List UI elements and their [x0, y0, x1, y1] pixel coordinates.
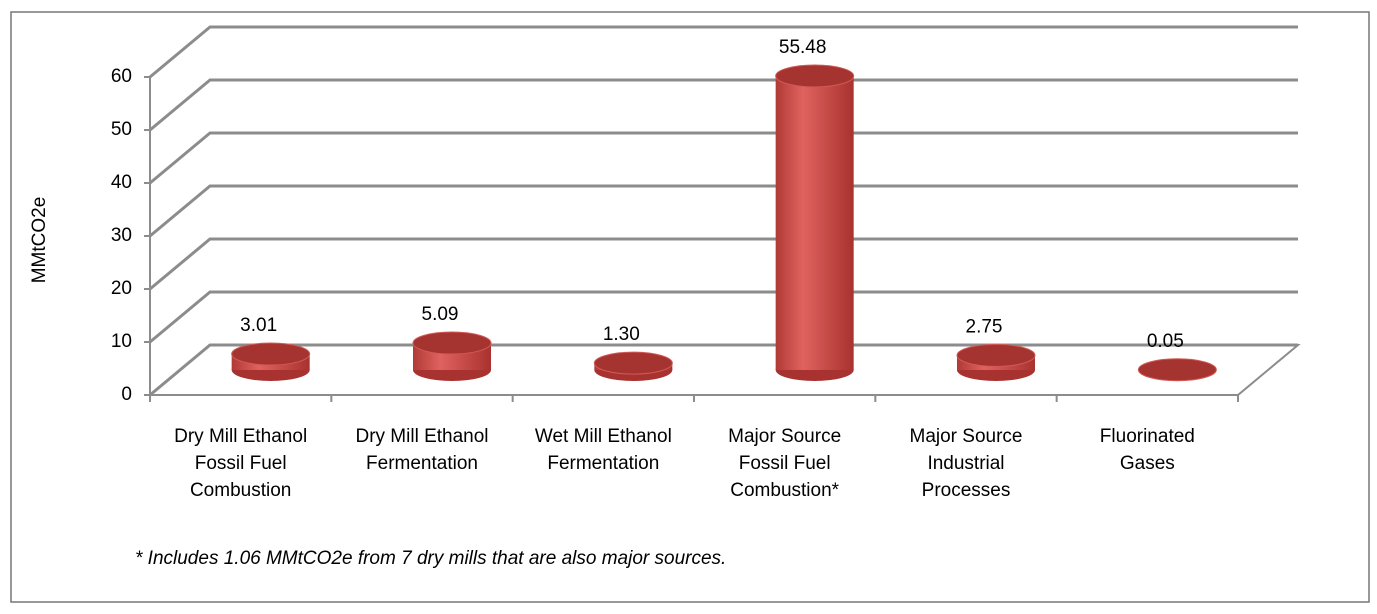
grid-line [149, 78, 1298, 132]
grid-line [149, 184, 1298, 238]
bar [593, 351, 673, 381]
bar-top [593, 351, 673, 375]
y-tick-label: 60 [111, 66, 132, 87]
bar-top [412, 331, 492, 355]
bar [1137, 358, 1217, 382]
value-label: 5.09 [422, 304, 459, 325]
grid-line [149, 131, 1298, 185]
x-tick-label: Major Source Fossil Fuel Combustion* [728, 426, 842, 501]
y-tick-label: 20 [111, 278, 132, 299]
x-tick-label: Dry Mill Ethanol Fermentation [355, 426, 489, 474]
y-tick-label: 30 [111, 225, 132, 246]
x-tick-label: Major Source Industrial Processes [909, 426, 1023, 501]
footnote: * Includes 1.06 MMtCO2e from 7 dry mills… [135, 548, 727, 569]
value-label: 2.75 [966, 316, 1003, 337]
value-label: 1.30 [603, 324, 640, 345]
bar [412, 331, 492, 381]
bar-body [775, 75, 854, 371]
value-label: 0.05 [1147, 331, 1184, 352]
grid-line [149, 25, 1298, 79]
y-axis-title: MMtCO2e [29, 197, 50, 284]
grid-line [149, 290, 1298, 344]
y-tick-label: 0 [121, 384, 132, 405]
value-label: 55.48 [779, 37, 827, 58]
chart-border [10, 11, 1370, 603]
x-tick-label: Fluorinated Gases [1099, 426, 1195, 474]
floor [147, 344, 1301, 396]
bar [956, 343, 1036, 381]
bar-top [956, 343, 1036, 367]
grid-line [149, 237, 1298, 291]
y-tick-label: 10 [111, 331, 132, 352]
bar-top [231, 342, 311, 366]
y-tick-label: 40 [111, 172, 132, 193]
value-label: 3.01 [240, 315, 277, 336]
x-tick-label: Wet Mill Ethanol Fermentation [534, 426, 672, 474]
y-tick-label: 50 [111, 119, 132, 140]
x-tick-label: Dry Mill Ethanol Fossil Fuel Combustion [174, 426, 308, 501]
bar [231, 342, 311, 381]
grid-line [149, 343, 1298, 397]
bar [775, 64, 855, 381]
bar-top [775, 64, 855, 88]
bar-top [1137, 358, 1217, 382]
